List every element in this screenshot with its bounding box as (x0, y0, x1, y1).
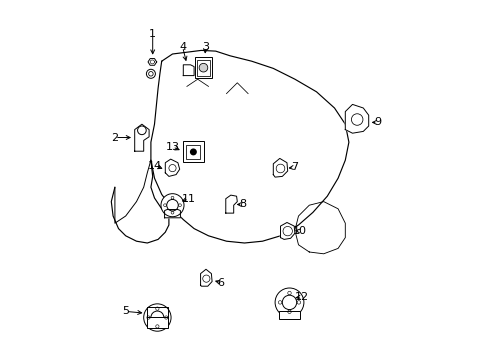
Polygon shape (164, 210, 180, 218)
Text: 7: 7 (290, 162, 297, 172)
Text: 10: 10 (293, 226, 306, 236)
Polygon shape (183, 65, 194, 76)
Circle shape (143, 304, 171, 331)
Text: 5: 5 (122, 306, 129, 316)
Text: 9: 9 (373, 117, 381, 127)
Circle shape (189, 148, 197, 156)
Text: 2: 2 (111, 132, 118, 143)
Bar (278, 311, 300, 319)
Circle shape (137, 126, 146, 135)
Circle shape (275, 288, 303, 317)
Polygon shape (165, 159, 179, 176)
Bar (194, 57, 212, 78)
Circle shape (199, 63, 207, 72)
Bar (186, 145, 200, 159)
Polygon shape (273, 158, 287, 177)
Text: 12: 12 (294, 292, 308, 302)
Polygon shape (225, 195, 237, 213)
Text: 14: 14 (148, 161, 162, 171)
Polygon shape (345, 104, 368, 133)
Polygon shape (280, 222, 294, 239)
Polygon shape (200, 269, 212, 286)
Text: 6: 6 (217, 278, 224, 288)
Text: 1: 1 (149, 29, 156, 39)
Circle shape (146, 69, 155, 78)
Polygon shape (134, 124, 149, 151)
Bar (146, 317, 168, 328)
Text: 3: 3 (202, 42, 209, 52)
Circle shape (161, 194, 183, 217)
Bar (197, 60, 209, 76)
Text: 8: 8 (238, 199, 245, 210)
Text: 11: 11 (182, 194, 195, 204)
Bar (183, 141, 203, 162)
Text: 13: 13 (165, 142, 179, 152)
Text: 4: 4 (179, 42, 186, 52)
